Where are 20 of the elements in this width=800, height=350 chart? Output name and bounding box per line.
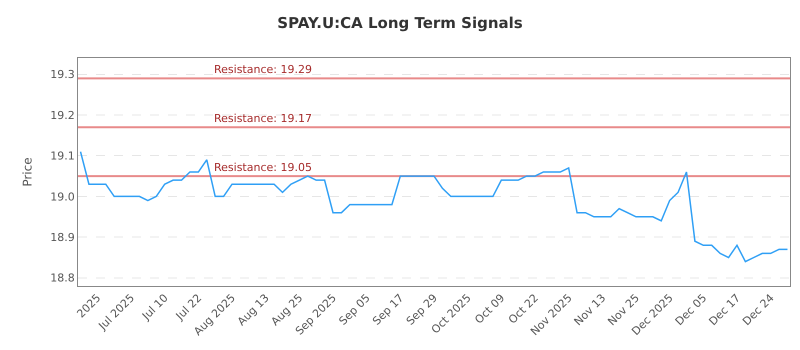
x-tick-label: Dec 24 xyxy=(740,292,777,328)
x-tick-label: Jul 10 xyxy=(139,292,171,324)
ref-line-label: Resistance: 19.05 xyxy=(214,161,312,174)
x-tick-label: Sep 17 xyxy=(370,292,406,328)
chart-title: SPAY.U:CA Long Term Signals xyxy=(277,14,523,32)
line-series xyxy=(80,150,788,262)
y-tick-label: 19.3 xyxy=(50,68,75,82)
ref-line-label: Resistance: 19.29 xyxy=(214,63,312,76)
x-tick-label: Aug 13 xyxy=(234,292,272,328)
y-axis-title: Price xyxy=(20,157,35,187)
y-tick-label: 19.1 xyxy=(50,150,75,163)
y-tick-label: 19.2 xyxy=(50,108,75,122)
x-tick-label: Sep 05 xyxy=(336,292,373,328)
y-tick-label: 19.0 xyxy=(50,190,75,204)
x-tick-label: Nov 13 xyxy=(572,292,608,328)
y-tick-label: 18.9 xyxy=(50,230,75,244)
ref-line-label: Resistance: 19.17 xyxy=(214,112,312,125)
x-tick-label: Oct 09 xyxy=(472,292,508,327)
x-tick-label: Jul 22 xyxy=(172,292,204,324)
y-tick-label: 18.8 xyxy=(50,272,75,285)
